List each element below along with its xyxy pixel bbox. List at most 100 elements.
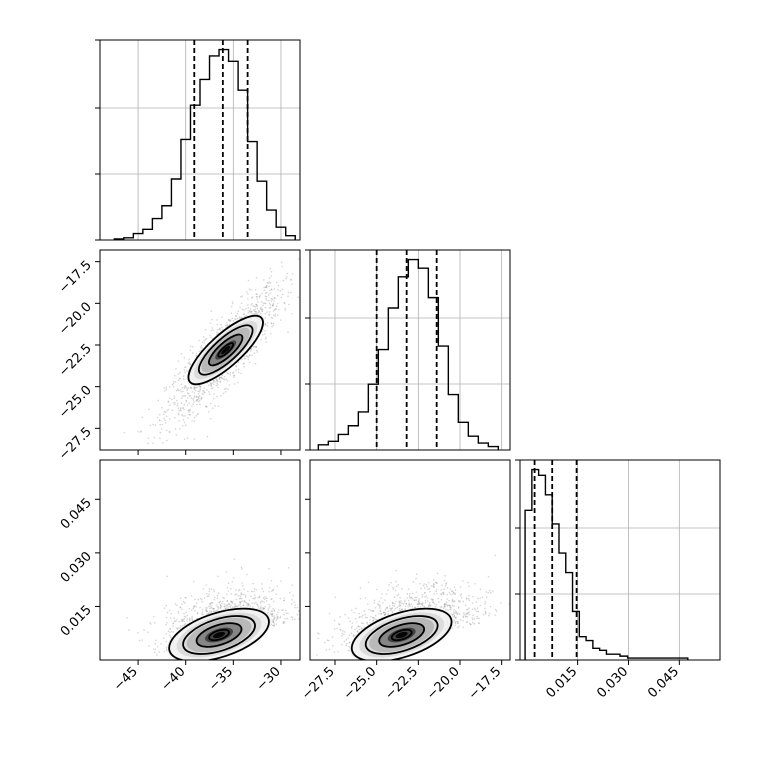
scatter-point bbox=[251, 354, 253, 357]
scatter-point bbox=[174, 428, 177, 430]
scatter-point bbox=[196, 403, 198, 406]
density-cells bbox=[349, 607, 455, 660]
scatter-point bbox=[196, 398, 199, 401]
scatter-point bbox=[183, 615, 186, 618]
scatter-point bbox=[478, 622, 480, 625]
scatter-point bbox=[411, 605, 414, 608]
scatter-point bbox=[268, 604, 270, 606]
scatter-point bbox=[253, 305, 256, 308]
scatter-point bbox=[233, 383, 236, 385]
scatter-panel-3-2 bbox=[309, 459, 511, 661]
scatter-point bbox=[177, 388, 179, 390]
scatter-point bbox=[255, 310, 257, 313]
scatter-point bbox=[184, 395, 187, 397]
scatter-point bbox=[282, 622, 284, 624]
scatter-point bbox=[216, 333, 218, 336]
scatter-point bbox=[177, 627, 180, 629]
scatter-point bbox=[401, 608, 404, 610]
scatter-point bbox=[271, 317, 274, 320]
scatter-point bbox=[205, 592, 208, 595]
scatter-point bbox=[267, 282, 270, 284]
scatter-point bbox=[213, 610, 216, 613]
scatter-point bbox=[417, 603, 419, 605]
scatter-point bbox=[179, 377, 181, 380]
scatter-point bbox=[453, 605, 455, 607]
scatter-point bbox=[267, 607, 270, 609]
scatter-point bbox=[227, 318, 230, 321]
scatter-point bbox=[189, 363, 192, 366]
scatter-point bbox=[235, 605, 238, 608]
scatter-point bbox=[238, 588, 241, 591]
scatter-point bbox=[468, 594, 470, 597]
scatter-point bbox=[437, 597, 440, 600]
scatter-point bbox=[237, 594, 239, 597]
scatter-point bbox=[343, 631, 346, 633]
scatter-point bbox=[287, 612, 289, 615]
scatter-point bbox=[177, 407, 180, 410]
scatter-point bbox=[177, 373, 180, 375]
scatter-point bbox=[383, 614, 386, 616]
scatter-point bbox=[285, 277, 287, 280]
scatter-point bbox=[269, 282, 272, 284]
scatter-point bbox=[189, 349, 192, 352]
scatter-point bbox=[197, 412, 199, 415]
scatter-point bbox=[237, 604, 240, 607]
scatter-point bbox=[173, 620, 176, 623]
scatter-point bbox=[366, 622, 368, 624]
scatter-point bbox=[301, 309, 303, 311]
scatter-point bbox=[451, 593, 454, 596]
scatter-point bbox=[225, 604, 228, 606]
scatter-point bbox=[443, 603, 446, 605]
scatter-point bbox=[333, 628, 336, 630]
scatter-point bbox=[173, 397, 175, 400]
scatter-point bbox=[390, 581, 392, 584]
scatter-point bbox=[243, 600, 245, 602]
scatter-point bbox=[258, 295, 261, 298]
scatter-point bbox=[128, 629, 130, 631]
scatter-point bbox=[187, 387, 190, 390]
scatter-point bbox=[220, 376, 222, 379]
scatter-point bbox=[387, 613, 390, 615]
scatter-point bbox=[197, 396, 200, 399]
scatter-point bbox=[227, 388, 229, 390]
scatter-point bbox=[222, 392, 225, 395]
scatter-point bbox=[213, 393, 215, 395]
scatter-point bbox=[453, 600, 456, 602]
scatter-point bbox=[230, 312, 233, 314]
histogram-step-line bbox=[317, 258, 500, 450]
scatter-point bbox=[272, 618, 275, 621]
scatter-point bbox=[331, 644, 334, 647]
scatter-point bbox=[253, 602, 256, 605]
scatter-point bbox=[179, 606, 181, 608]
scatter-point bbox=[432, 601, 434, 604]
scatter-point bbox=[263, 607, 266, 610]
scatter-point bbox=[169, 404, 171, 406]
scatter-point bbox=[282, 621, 285, 623]
scatter-point bbox=[284, 307, 287, 310]
scatter-point bbox=[182, 624, 184, 627]
scatter-point bbox=[202, 335, 205, 338]
scatter-point bbox=[261, 600, 264, 603]
scatter-point bbox=[210, 602, 212, 604]
scatter-point bbox=[193, 438, 196, 440]
scatter-point bbox=[199, 606, 201, 609]
scatter-point bbox=[181, 608, 183, 611]
scatter-point bbox=[221, 316, 223, 319]
scatter-point bbox=[222, 378, 225, 380]
scatter-point bbox=[457, 599, 460, 602]
scatter-point bbox=[175, 389, 178, 392]
scatter-point bbox=[433, 593, 435, 595]
scatter-point bbox=[241, 308, 244, 311]
scatter-point bbox=[250, 312, 253, 315]
scatter-point bbox=[449, 608, 451, 611]
scatter-point bbox=[167, 630, 170, 632]
scatter-point bbox=[451, 598, 454, 601]
scatter-point bbox=[216, 609, 218, 612]
histogram-step-line bbox=[113, 48, 296, 240]
scatter-point bbox=[187, 362, 190, 365]
scatter-point bbox=[238, 316, 241, 319]
scatter-point bbox=[489, 605, 492, 608]
scatter-point bbox=[250, 347, 253, 350]
scatter-point bbox=[230, 305, 233, 308]
scatter-point bbox=[239, 597, 242, 599]
